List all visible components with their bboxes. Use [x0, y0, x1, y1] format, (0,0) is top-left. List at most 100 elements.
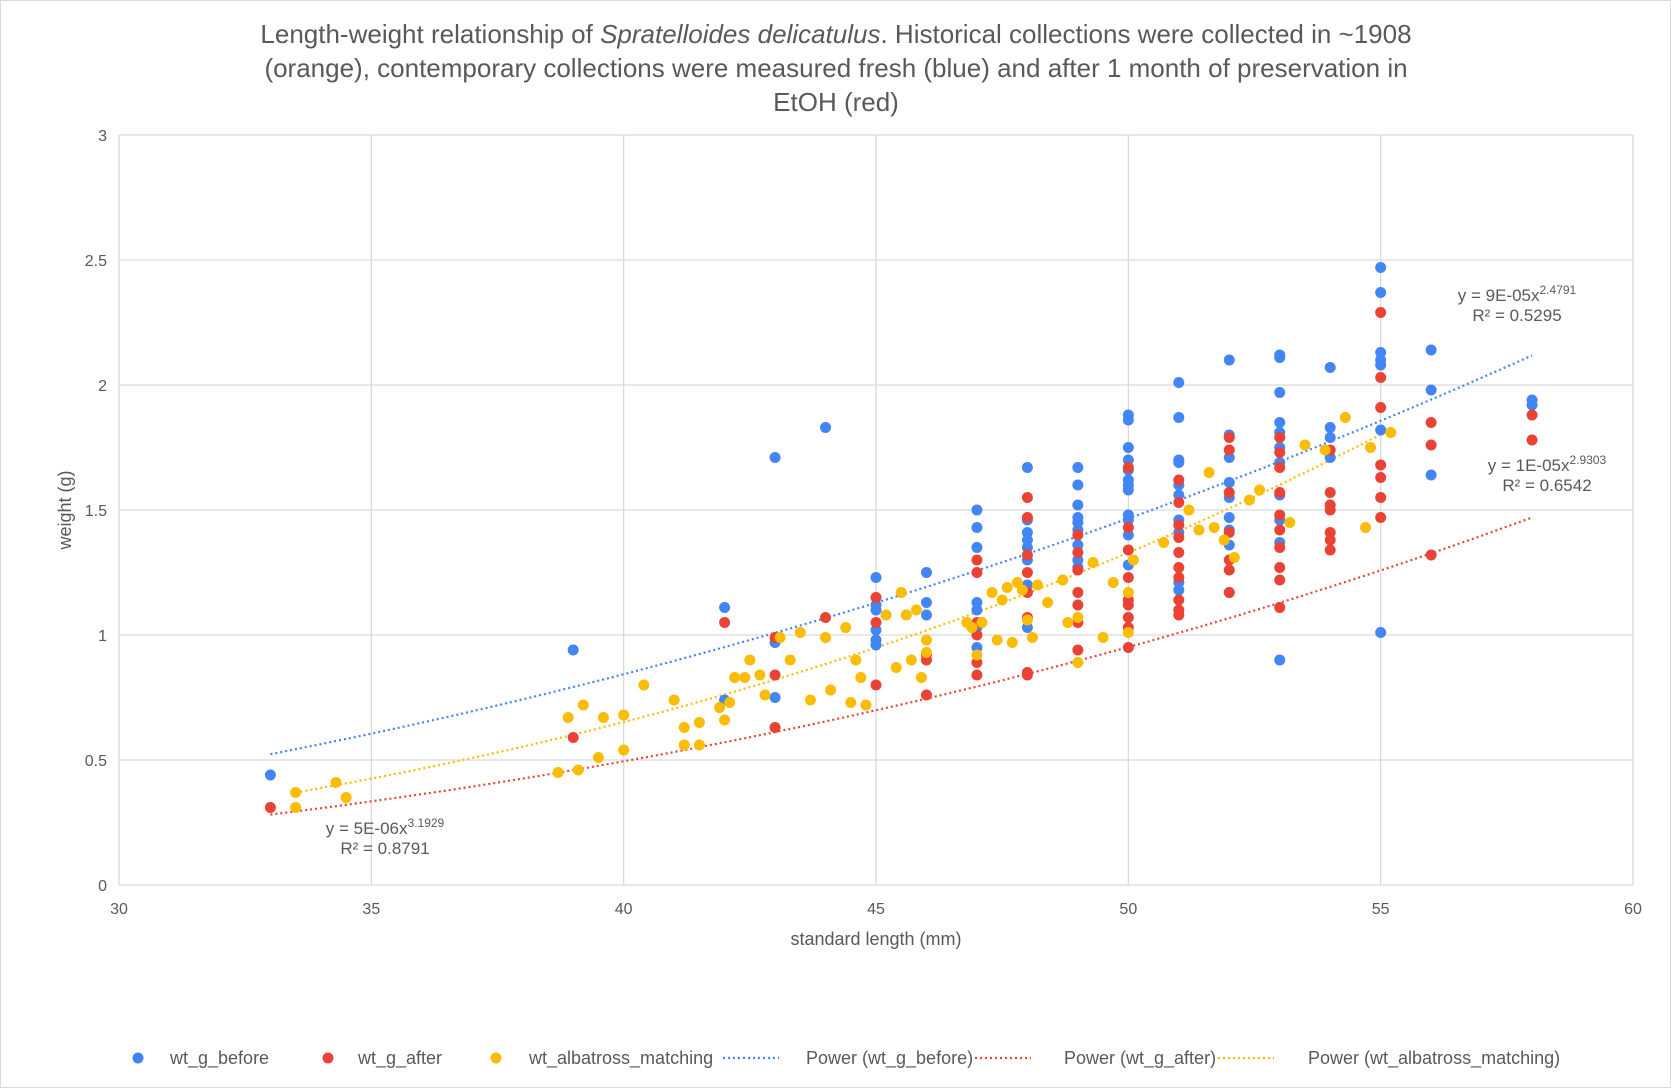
- data-point: [870, 604, 882, 616]
- data-point: [1173, 562, 1185, 573]
- data-point: [1122, 442, 1134, 453]
- data-point: [1223, 487, 1235, 498]
- trendline-r2: R² = 0.8791: [340, 839, 429, 858]
- data-point: [1375, 424, 1387, 436]
- data-point: [759, 689, 771, 701]
- data-point: [1324, 534, 1336, 546]
- data-point: [1339, 412, 1351, 423]
- data-point: [1526, 434, 1538, 446]
- data-point: [1057, 574, 1069, 586]
- data-point: [971, 504, 983, 516]
- data-point: [1223, 512, 1235, 523]
- x-tick-label: 55: [1372, 901, 1390, 918]
- data-point: [1223, 587, 1235, 598]
- data-point: [870, 679, 882, 691]
- data-point: [794, 627, 806, 638]
- data-point: [1274, 524, 1286, 536]
- data-point: [330, 777, 342, 788]
- data-point: [1001, 582, 1013, 593]
- data-point: [1254, 484, 1266, 496]
- data-point: [1158, 537, 1170, 548]
- data-point: [719, 602, 731, 613]
- trendline: [270, 516, 1533, 816]
- data-point: [1324, 499, 1336, 511]
- data-point: [597, 712, 609, 723]
- data-point: [668, 694, 680, 706]
- data-point: [1203, 467, 1215, 478]
- data-point: [1173, 519, 1185, 531]
- data-point: [1122, 484, 1134, 496]
- data-point: [820, 632, 832, 643]
- data-point: [1425, 469, 1437, 481]
- trendline-equation: y = 1E-05x2.9303: [1488, 453, 1607, 475]
- data-point: [693, 739, 705, 751]
- data-point: [769, 692, 781, 703]
- legend-label: Power (wt_albatross_matching): [1308, 1048, 1560, 1069]
- data-point: [1173, 474, 1185, 486]
- data-point: [1072, 657, 1084, 668]
- data-point: [971, 567, 983, 578]
- x-tick-label: 50: [1119, 901, 1137, 918]
- legend-marker: [322, 1052, 334, 1064]
- data-point: [860, 699, 872, 711]
- data-point: [1274, 387, 1286, 398]
- data-point: [1375, 372, 1387, 383]
- data-point: [1122, 587, 1134, 598]
- data-point: [1274, 602, 1286, 613]
- legend-marker: [132, 1052, 144, 1064]
- data-point: [1173, 412, 1185, 423]
- data-point: [290, 787, 302, 798]
- data-point: [870, 639, 882, 651]
- y-axis-label: weight (g): [55, 470, 75, 550]
- data-point: [1173, 457, 1185, 468]
- data-point: [1173, 594, 1185, 606]
- data-point: [1122, 572, 1134, 583]
- data-point: [870, 617, 882, 628]
- data-point: [820, 612, 832, 623]
- data-point: [1274, 432, 1286, 443]
- data-point: [971, 669, 983, 681]
- data-point: [1274, 542, 1286, 553]
- data-point: [1228, 552, 1240, 563]
- data-point: [1223, 354, 1235, 366]
- data-point: [1026, 632, 1038, 643]
- data-point: [920, 567, 932, 578]
- data-point: [1173, 497, 1185, 508]
- data-point: [920, 634, 932, 646]
- x-tick-label: 40: [615, 901, 633, 918]
- trendlines: [270, 354, 1533, 816]
- data-point: [1284, 517, 1296, 528]
- data-point: [1274, 487, 1286, 498]
- data-point: [1072, 564, 1084, 576]
- y-tick-label: 0.5: [85, 753, 107, 770]
- legend-label: wt_g_after: [357, 1048, 442, 1069]
- trendline-equation: y = 5E-06x3.1929: [326, 816, 445, 838]
- data-point: [769, 452, 781, 463]
- data-point: [1526, 409, 1538, 421]
- data-point: [1324, 544, 1336, 556]
- data-point: [1072, 587, 1084, 598]
- data-point: [1274, 509, 1286, 521]
- data-point: [1324, 432, 1336, 443]
- data-point: [1173, 547, 1185, 558]
- data-point: [1425, 384, 1437, 396]
- data-point: [572, 764, 584, 776]
- legend-marker: [490, 1052, 502, 1064]
- data-point: [1122, 414, 1134, 426]
- data-point: [744, 654, 756, 666]
- data-point: [618, 744, 630, 756]
- data-point: [1375, 472, 1387, 483]
- data-point: [1375, 459, 1387, 471]
- trendline-r2: R² = 0.6542: [1502, 476, 1591, 495]
- data-point: [1319, 444, 1331, 456]
- data-point: [855, 672, 867, 683]
- legend-label: Power (wt_g_after): [1064, 1048, 1216, 1069]
- data-point: [1274, 447, 1286, 458]
- data-point: [1021, 492, 1033, 503]
- data-point: [1173, 377, 1185, 388]
- data-point: [1107, 577, 1119, 588]
- data-points: [264, 262, 1538, 813]
- data-point: [1072, 547, 1084, 558]
- data-point: [1072, 499, 1084, 511]
- data-point: [1122, 462, 1134, 473]
